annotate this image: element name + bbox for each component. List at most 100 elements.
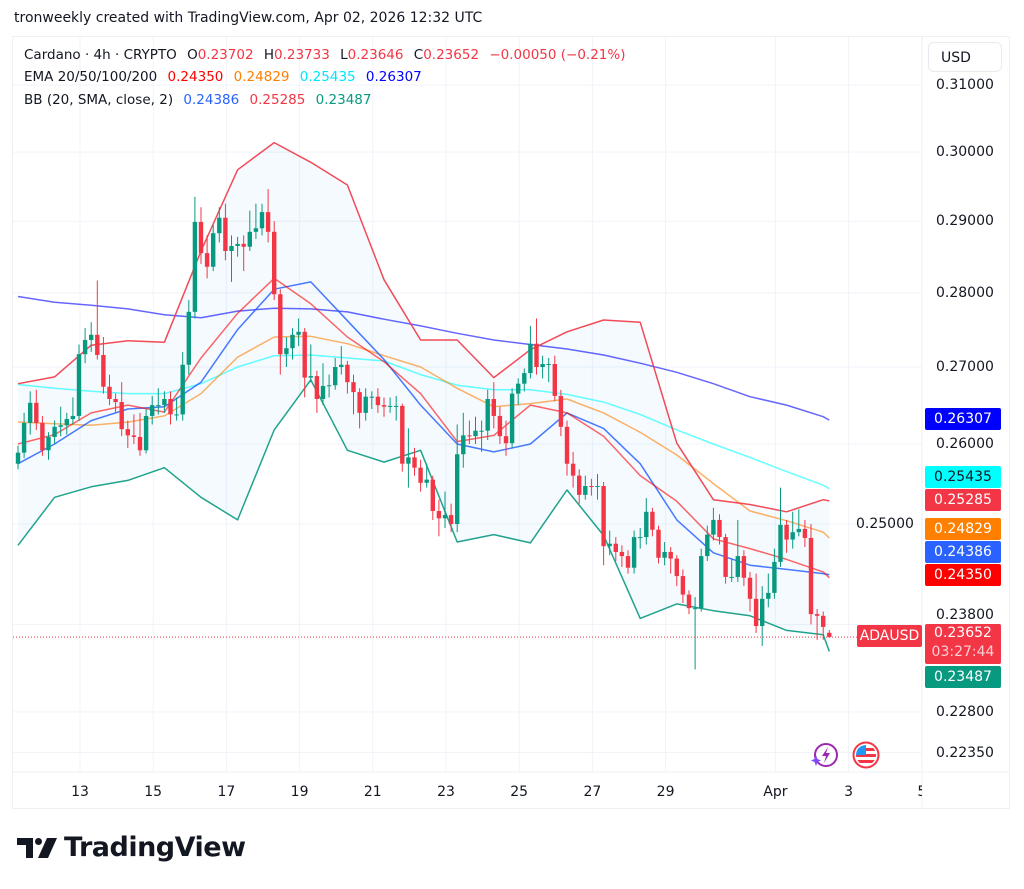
candle [284,337,289,368]
candle [375,388,381,413]
candle [784,519,789,553]
candle [534,318,539,375]
candle-body [546,363,551,365]
candle-body [394,405,399,407]
candle [699,548,704,612]
candle [705,525,710,562]
us-flag-icon[interactable] [852,741,880,769]
candle [674,555,679,587]
candle [131,414,137,444]
candle-body [631,537,637,568]
candle [333,357,338,390]
candle-body [552,363,557,396]
time-axis[interactable]: 13 15 17 19 21 23 25 27 29 Apr 3 5 [12,772,922,808]
legend-ema[interactable]: EMA 20/50/100/200 0.24350 0.24829 0.2543… [24,69,428,86]
candle [589,478,594,496]
legend-ohlc[interactable]: Cardano · 4h · CRYPTO O0.23702 H0.23733 … [24,47,632,64]
candle [436,499,442,537]
open-value: 0.23702 [197,47,254,63]
price-tick-label: 0.28000 [936,284,994,301]
candle-body [198,221,204,254]
time-tick-label: 13 [71,784,89,800]
candle [711,507,716,541]
candle-body [473,430,478,437]
symbol-tag: ADAUSD [857,625,922,647]
candle-body [656,529,661,558]
ema100-tag: 0.25435 [925,466,1001,488]
bb-label: BB (20, SMA, close, 2) [24,92,174,108]
candle-body [278,294,283,355]
candle-body [131,435,137,437]
candle-body [125,429,130,436]
legend-bb[interactable]: BB (20, SMA, close, 2) 0.24386 0.25285 0… [24,92,377,109]
candle [619,545,625,567]
candle-body [461,435,466,455]
candle-body [564,426,570,464]
low-label: L [340,47,348,63]
candle-body [64,419,69,426]
candle-body [369,396,374,398]
candle [558,389,564,437]
tradingview-wordmark: TradingView [64,832,246,863]
candle-body [766,592,771,599]
candle-body [528,343,533,374]
candle-body [796,528,801,533]
candle [686,590,692,615]
candle-body [296,331,301,335]
candle-body [485,398,490,431]
candle-body [607,543,612,547]
candle [528,325,533,379]
bb-lower-tag: 0.23487 [925,666,1001,688]
candle [692,597,698,670]
candle [290,328,295,360]
candle-body [82,339,88,355]
candle-body [150,405,155,416]
candle [89,322,94,352]
candle-body [638,537,643,539]
candle [400,403,405,472]
candle [491,382,496,429]
candle-body [613,543,618,552]
candle-body [595,486,600,488]
candle [15,445,21,470]
candle [272,221,277,301]
candle-body [211,233,216,267]
candle-body [455,454,460,525]
candle-body [156,405,161,407]
candle [247,210,252,251]
candle [613,537,618,562]
candle [412,447,417,476]
candle-body [522,373,527,384]
candle [802,519,808,547]
candle [52,420,57,444]
candle [28,391,33,435]
candle [577,469,582,504]
lightning-sparkle-icon[interactable] [810,741,838,769]
candle-body [778,524,783,562]
candle-body [723,537,728,577]
time-tick-label: 15 [144,784,163,800]
candle [70,397,76,425]
candle-body [217,217,222,234]
bb-lower-line [17,379,831,652]
candle-body [418,467,423,483]
currency-button[interactable]: USD [928,42,1002,72]
candle-body [247,231,252,247]
candle-body [168,398,173,415]
candle [723,533,728,584]
candle [314,370,320,413]
candle [357,388,362,429]
candle [418,459,423,492]
chart-frame [12,36,1010,809]
ema100-value: 0.25435 [299,69,356,85]
chart-credit: tronweekly created with TradingView.com,… [14,10,483,26]
candle-body [107,386,112,399]
candle [601,482,606,566]
candle-body [509,393,515,444]
candle [625,550,631,574]
candle-body [711,519,716,535]
candle-body [52,426,57,437]
candle-body [699,556,704,609]
candle [821,611,826,640]
